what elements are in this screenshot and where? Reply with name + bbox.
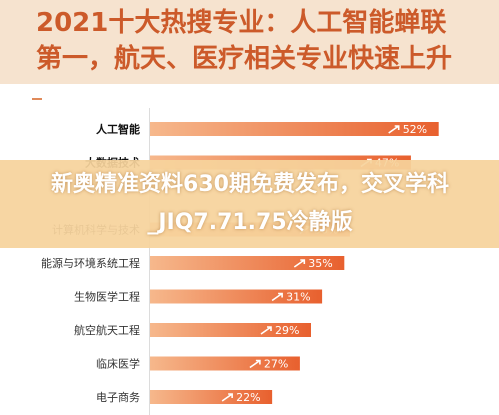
value-label: 22%: [236, 391, 260, 404]
accent-dash: [32, 98, 42, 100]
bar: [150, 356, 300, 371]
trend-up-icon: [293, 259, 306, 268]
category-label: 电子商务: [96, 390, 140, 404]
trend-up-icon: [271, 292, 283, 302]
bar: [150, 390, 273, 404]
value-label: 52%: [403, 123, 427, 136]
category-label: 能源与环境系统工程: [41, 256, 140, 270]
bar: [150, 122, 439, 136]
category-label: 临床医学: [96, 357, 140, 371]
trend-up-icon: [388, 125, 400, 134]
value-label: 35%: [308, 257, 332, 270]
title-line-2: 第一，航天、医疗相关专业快速上升: [36, 44, 453, 74]
overlay-text: 新奥精准资料630期免费发布，交叉学科_JIQ7.71.75冷静版: [51, 172, 449, 235]
header-banner: 2021十大热搜专业：人工智能蝉联 第一，航天、医疗相关专业快速上升: [0, 0, 499, 84]
trend-up-icon: [221, 393, 233, 402]
value-label: 27%: [264, 358, 288, 371]
title-line-1: 2021十大热搜专业：人工智能蝉联: [36, 8, 447, 38]
value-label: 31%: [286, 291, 310, 304]
trend-up-icon: [249, 359, 261, 369]
category-label: 人工智能: [96, 122, 140, 136]
overlay-banner: 新奥精准资料630期免费发布，交叉学科_JIQ7.71.75冷静版: [0, 160, 499, 248]
value-label: 29%: [275, 324, 299, 337]
category-label: 航空航天工程: [74, 323, 140, 337]
trend-up-icon: [260, 326, 272, 335]
category-label: 生物医学工程: [74, 290, 140, 304]
bar-chart: 人工智能52%大数据技术47%计算机科学与技术36%能源与环境系统工程35%生物…: [41, 108, 439, 415]
